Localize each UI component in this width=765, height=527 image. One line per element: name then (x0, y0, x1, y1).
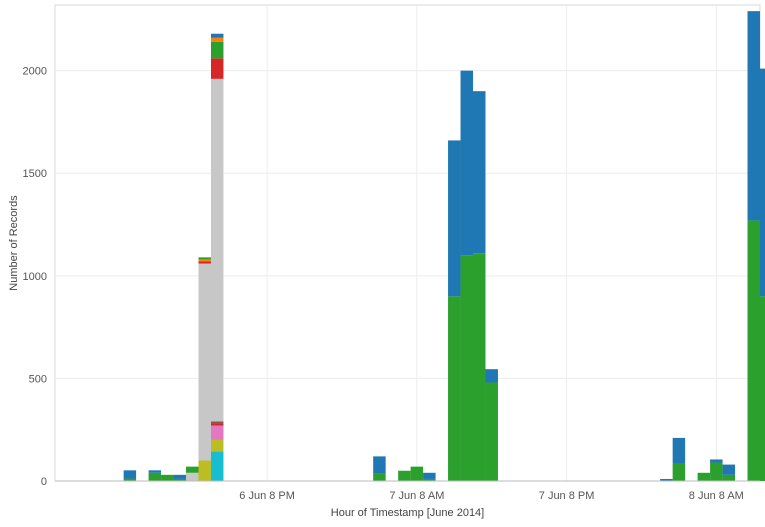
bar-segment-green (747, 220, 760, 481)
bar-stack (722, 464, 736, 481)
bar-segment-blue (660, 478, 673, 481)
y-tick-label: 0 (41, 476, 47, 488)
bar-stack (697, 472, 711, 481)
bar-segment-red (210, 423, 224, 426)
bar-segment-blue (672, 437, 686, 464)
bar-segment-green (672, 463, 686, 481)
bar-segment-blue (373, 456, 386, 474)
bar-segment-green (485, 382, 498, 481)
bar-stack (460, 70, 474, 481)
y-tick-label: 1000 (23, 271, 47, 283)
x-tick-label: 6 Jun 8 PM (239, 490, 295, 502)
bar-segment-olive (210, 439, 224, 452)
bar-segment-blue (760, 68, 765, 297)
bar-segment-red (198, 261, 211, 264)
bar-stack (672, 437, 686, 481)
bar-stack (148, 470, 162, 481)
bar-segment-green (410, 466, 424, 481)
bar-segment-brown (210, 421, 224, 424)
bar-segment-cyan (210, 451, 224, 481)
bar-segment-orange (210, 37, 224, 42)
bar-segment-green (210, 41, 224, 59)
bar-segment-red (210, 58, 224, 79)
bar-segment-green (460, 255, 474, 481)
bar-segment-green (148, 472, 162, 481)
bar-stack (398, 470, 411, 481)
y-tick-label: 500 (29, 373, 47, 385)
bar-stack (410, 466, 424, 481)
bar-segment-green (722, 474, 736, 481)
bar-segment-blue (173, 474, 187, 479)
bar-stack (423, 472, 436, 481)
bar-segment-olive (198, 460, 211, 481)
bar-segment-gray (186, 472, 199, 481)
bar-stack (660, 478, 673, 481)
bar-segment-gray (198, 263, 211, 461)
bar-stack (198, 257, 211, 481)
bar-segment-blue (210, 33, 224, 38)
bar-segment-green (186, 466, 199, 473)
x-tick-label: 8 Jun 8 AM (689, 490, 744, 502)
bar-stack (210, 33, 224, 481)
gridlines (55, 5, 760, 481)
x-axis-title: Hour of Timestamp [June 2014] (331, 507, 484, 519)
bar-segment-green (123, 478, 137, 481)
bar-stack (710, 459, 723, 481)
bar-segment-blue (722, 464, 736, 475)
bar-segment-green (173, 478, 187, 481)
bar-segment-blue (460, 70, 474, 256)
bar-segment-green (448, 296, 461, 481)
bar-stack (161, 474, 174, 481)
bar-segment-orange (198, 259, 211, 262)
bar-segment-green (161, 474, 174, 481)
bars (123, 11, 765, 481)
bar-stack (373, 456, 386, 481)
bar-stack (173, 474, 187, 481)
bar-stack (123, 470, 137, 481)
bar-stack (747, 11, 760, 481)
bar-segment-pink (210, 425, 224, 440)
bar-segment-green (398, 470, 411, 481)
x-tick-label: 7 Jun 8 AM (389, 490, 444, 502)
bar-segment-green (760, 296, 765, 481)
bar-segment-blue (710, 459, 723, 463)
bar-stack (760, 68, 765, 481)
bar-segment-green (373, 473, 386, 481)
axes: 0 500 1000 1500 2000 6 Jun 8 PM 7 Jun 8 AM 7 Ju… (23, 66, 760, 502)
plot-area (54, 4, 761, 482)
bar-segment-green (473, 253, 486, 481)
bar-segment-blue (123, 470, 137, 479)
bar-segment-blue (473, 91, 486, 254)
bar-segment-blue (485, 369, 498, 383)
bar-stack (448, 140, 461, 481)
bar-stack (186, 466, 199, 481)
bar-stack (473, 91, 486, 481)
bar-segment-green (710, 462, 723, 481)
bar-segment-green (423, 478, 436, 481)
x-tick-label: 7 Jun 8 PM (539, 490, 595, 502)
y-tick-label: 1500 (23, 168, 47, 180)
bar-segment-green (198, 257, 211, 260)
bar-segment-blue (747, 11, 760, 221)
bar-segment-blue (448, 140, 461, 297)
bar-segment-blue (423, 472, 436, 479)
y-axis-title: Number of Records (8, 195, 20, 291)
bar-segment-gray (210, 78, 224, 422)
bar-segment-blue (148, 470, 162, 473)
bar-segment-green (697, 472, 711, 481)
bar-stack (485, 369, 498, 481)
y-tick-label: 2000 (23, 66, 47, 78)
